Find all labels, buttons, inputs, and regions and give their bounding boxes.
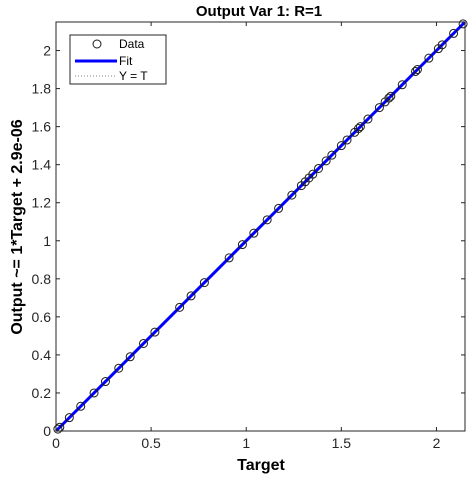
fit-line-layer xyxy=(54,20,467,433)
chart-title: Output Var 1: R=1 xyxy=(196,3,322,20)
data-point xyxy=(437,40,447,50)
y-ticks-layer: 0 0.2 0.4 0.6 0.8 1 1.2 1.4 1.6 1.8 2 xyxy=(32,43,465,439)
y-tick-label: 1.6 xyxy=(32,119,52,135)
x-tick-label: 1.5 xyxy=(332,435,352,451)
data-point xyxy=(237,240,247,250)
y-tick-label: 1.2 xyxy=(32,195,52,211)
data-point xyxy=(199,278,209,288)
y-tick-label: 0.8 xyxy=(32,271,52,287)
data-point xyxy=(342,135,352,145)
data-point xyxy=(411,66,421,76)
data-point xyxy=(374,103,384,113)
x-axis-label: Target xyxy=(237,457,285,474)
data-point xyxy=(308,169,318,179)
x-ticks-layer: 0 0.5 1 1.5 2 xyxy=(52,22,441,451)
y-tick-label: 0 xyxy=(43,423,51,439)
data-point xyxy=(386,91,396,101)
data-point xyxy=(186,291,196,301)
data-point xyxy=(287,190,297,200)
data-point xyxy=(397,80,407,90)
data-point xyxy=(353,124,363,134)
data-points-layer xyxy=(53,19,468,434)
axes-layer xyxy=(55,21,466,432)
legend: Data Fit Y = T xyxy=(69,34,167,85)
data-point xyxy=(355,122,365,132)
y-tick-label: 0.4 xyxy=(32,347,52,363)
x-tick-label: 2 xyxy=(433,435,441,451)
legend-data-marker xyxy=(92,39,102,49)
y-tick-label: 0.2 xyxy=(32,385,52,401)
data-point xyxy=(76,401,86,411)
data-point xyxy=(327,150,337,160)
data-point xyxy=(321,156,331,166)
data-point xyxy=(125,352,135,362)
data-point xyxy=(363,114,373,124)
data-point xyxy=(53,424,63,434)
data-point xyxy=(314,163,324,173)
y-tick-label: 1 xyxy=(43,233,51,249)
y-tick-label: 1.4 xyxy=(32,157,52,173)
x-tick-label: 1 xyxy=(242,435,250,451)
y-tick-label: 2 xyxy=(43,43,51,59)
data-point xyxy=(336,141,346,151)
axes-box xyxy=(55,21,466,432)
fit-line xyxy=(54,20,467,433)
data-point xyxy=(150,327,160,337)
data-point xyxy=(64,413,74,423)
data-point xyxy=(139,338,149,348)
legend-label-data: Data xyxy=(119,37,145,51)
data-point xyxy=(249,228,259,238)
data-point xyxy=(175,302,185,312)
y-tick-label: 0.6 xyxy=(32,309,52,325)
x-tick-label: 0 xyxy=(52,435,60,451)
data-point xyxy=(89,388,99,398)
data-point xyxy=(262,215,272,225)
data-point xyxy=(424,53,434,63)
y-axis-label: Output ~= 1*Target + 2.9e-06 xyxy=(9,119,26,334)
data-point xyxy=(274,203,284,213)
x-tick-label: 0.5 xyxy=(141,435,161,451)
data-point xyxy=(458,19,468,29)
data-point xyxy=(224,253,234,263)
data-point xyxy=(114,363,124,373)
legend-label-fit: Fit xyxy=(119,54,133,68)
data-point xyxy=(412,65,422,75)
y-tick-label: 1.8 xyxy=(32,81,52,97)
data-point xyxy=(100,377,110,387)
data-point xyxy=(384,93,394,103)
data-point xyxy=(449,28,459,38)
legend-label-yt: Y = T xyxy=(119,69,148,83)
